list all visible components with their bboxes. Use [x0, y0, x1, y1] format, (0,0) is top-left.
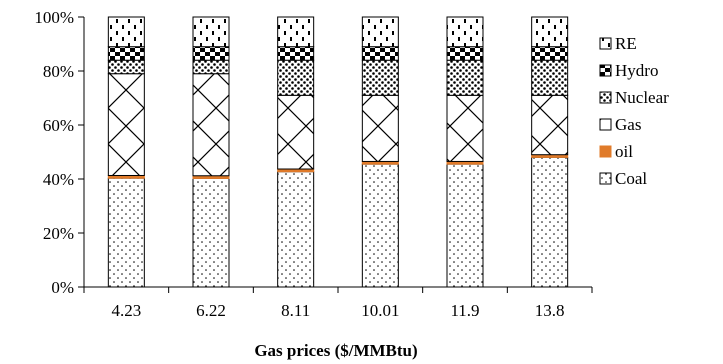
bar-segment-coal	[446, 163, 484, 288]
x-axis-title: Gas prices ($/MMBtu)	[254, 341, 417, 360]
legend: RE Hydro Nuclear Gas oil Coal	[599, 34, 669, 188]
y-tick-label: 100%	[34, 8, 74, 27]
bar-segment-nuclear	[446, 59, 484, 96]
legend-item-re: RE	[599, 34, 637, 53]
legend-item-nuclear: Nuclear	[599, 88, 669, 107]
y-tick-label: 0%	[51, 278, 74, 297]
bar-stack	[446, 16, 484, 288]
bar-segment-hydro	[446, 46, 484, 61]
bar-segment-gas	[446, 94, 484, 162]
x-tick-label: 6.22	[196, 301, 226, 320]
bar-segment-coal	[192, 177, 230, 288]
bar-segment-gas	[192, 73, 230, 177]
legend-item-gas: Gas	[599, 115, 641, 134]
legend-label: RE	[615, 34, 637, 53]
bar-stack	[531, 16, 569, 288]
bar-segment-gas	[107, 73, 145, 176]
bar-segment-gas	[531, 94, 569, 156]
y-tick-label: 40%	[43, 170, 74, 189]
y-tick-label: 80%	[43, 62, 74, 81]
bar-segment-re	[107, 16, 145, 48]
x-axis: 4.23 6.22 8.11 10.01 11.9 13.8	[83, 286, 593, 320]
x-tick-label: 8.11	[281, 301, 310, 320]
bar-segment-gas	[361, 94, 399, 162]
bar-segment-re	[531, 16, 569, 48]
bar-segment-nuclear	[531, 59, 569, 96]
bar-segment-coal	[361, 163, 399, 288]
legend-label: Coal	[615, 169, 647, 188]
bar-segment-coal	[531, 156, 569, 288]
bar-segment-re	[446, 16, 484, 48]
x-tick-label: 10.01	[361, 301, 399, 320]
bar-segment-hydro	[192, 46, 230, 61]
bar-stack	[361, 16, 399, 288]
legend-swatch	[599, 91, 612, 104]
legend-label: Hydro	[615, 61, 658, 80]
bar-segment-re	[277, 16, 315, 48]
x-tick-label: 11.9	[450, 301, 479, 320]
legend-label: Nuclear	[615, 88, 669, 107]
x-tick-label: 4.23	[111, 301, 141, 320]
bar-segment-hydro	[531, 46, 569, 61]
legend-label: oil	[615, 142, 633, 161]
bar-segment-nuclear	[277, 59, 315, 96]
x-tick-label: 13.8	[535, 301, 565, 320]
bar-stack	[277, 16, 315, 288]
bar-segment-re	[192, 16, 230, 48]
legend-item-oil: oil	[599, 142, 633, 161]
legend-swatch	[599, 37, 612, 50]
bar-segment-coal	[277, 171, 315, 288]
bar-stack	[192, 16, 230, 288]
y-axis: 0% 20% 40% 60% 80% 100%	[34, 8, 85, 297]
bar-segment-nuclear	[107, 59, 145, 75]
bar-segment-gas	[277, 94, 315, 170]
y-tick-label: 20%	[43, 224, 74, 243]
y-tick-label: 60%	[43, 116, 74, 135]
bar-segment-nuclear	[192, 59, 230, 75]
bar-segment-re	[361, 16, 399, 48]
legend-swatch	[599, 172, 612, 185]
legend-swatch	[599, 118, 612, 131]
bar-stack	[107, 16, 145, 288]
bar-segment-nuclear	[361, 59, 399, 96]
bar-segment-coal	[107, 177, 145, 288]
bar-segment-hydro	[361, 46, 399, 61]
bar-segment-hydro	[107, 46, 145, 61]
bars	[107, 16, 569, 288]
legend-swatch	[599, 145, 612, 158]
legend-swatch	[599, 64, 612, 77]
legend-label: Gas	[615, 115, 641, 134]
legend-item-hydro: Hydro	[599, 61, 658, 80]
legend-item-coal: Coal	[599, 169, 647, 188]
bar-segment-hydro	[277, 46, 315, 61]
